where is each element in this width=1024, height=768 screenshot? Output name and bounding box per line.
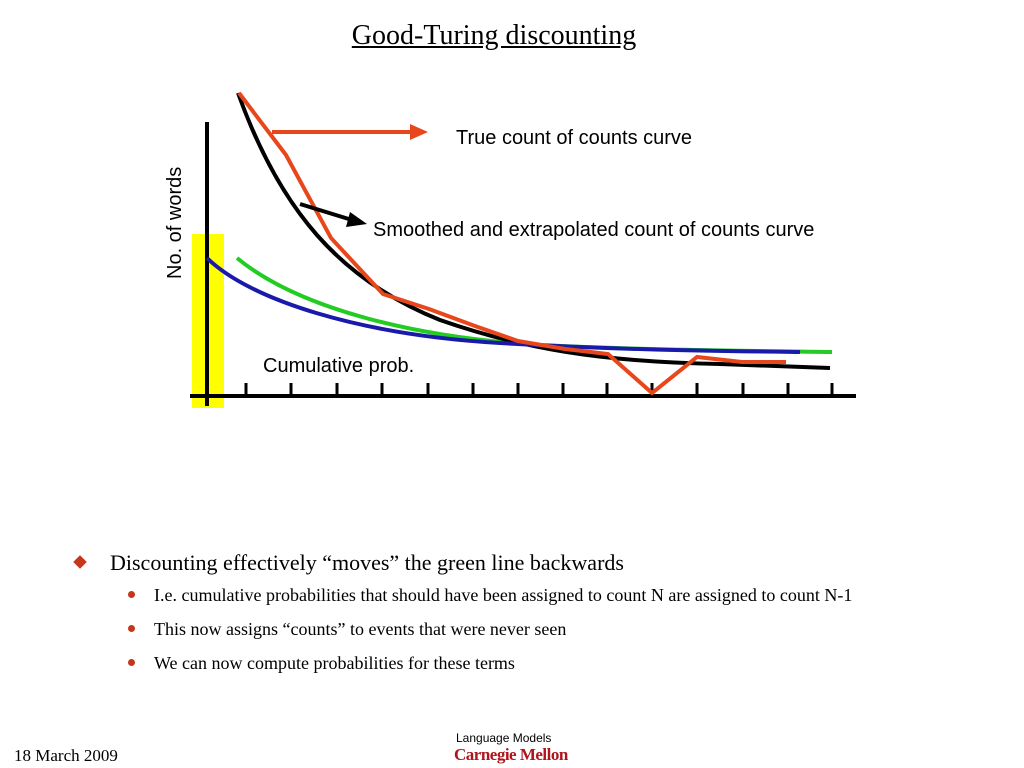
bullet-sub-text: This now assigns “counts” to events that… [154, 619, 567, 639]
y-axis-label: No. of words [164, 167, 186, 279]
bullet-main: Discounting effectively “moves” the gree… [72, 548, 952, 578]
bullet-sub: I.e. cumulative probabilities that shoul… [72, 584, 952, 606]
true-curve-label: True count of counts curve [456, 127, 692, 149]
x-axis-ticks [244, 383, 834, 396]
carnegie-mellon-logo: Carnegie Mellon [454, 745, 568, 764]
dot-bullet-icon [128, 659, 135, 666]
smoothed-count-curve [236, 92, 831, 370]
cumulative-green-curve [235, 256, 833, 354]
bullet-main-text: Discounting effectively “moves” the gree… [110, 550, 624, 575]
bullet-sub-text: We can now compute probabilities for the… [154, 653, 515, 673]
footer-date: 18 March 2009 [14, 746, 118, 765]
smoothed-curve-label: Smoothed and extrapolated count of count… [373, 219, 814, 241]
bullet-list: Discounting effectively “moves” the gree… [72, 548, 952, 674]
cumulative-blue-curve [205, 256, 801, 354]
smoothed-curve-arrow [299, 202, 353, 222]
footer-course: Language Models [456, 731, 552, 745]
true-curve-arrowhead [410, 124, 428, 140]
bullet-sub: We can now compute probabilities for the… [72, 652, 952, 674]
cumulative-prob-label: Cumulative prob. [263, 355, 414, 377]
diamond-bullet-icon [73, 555, 87, 569]
true-count-curve [237, 91, 786, 396]
bullet-sub-text: I.e. cumulative probabilities that shoul… [154, 585, 853, 605]
dot-bullet-icon [128, 625, 135, 632]
smoothed-curve-arrowhead [346, 212, 367, 227]
bullet-sub: This now assigns “counts” to events that… [72, 618, 952, 640]
dot-bullet-icon [128, 591, 135, 598]
slide-title: Good-Turing discounting [351, 20, 637, 51]
